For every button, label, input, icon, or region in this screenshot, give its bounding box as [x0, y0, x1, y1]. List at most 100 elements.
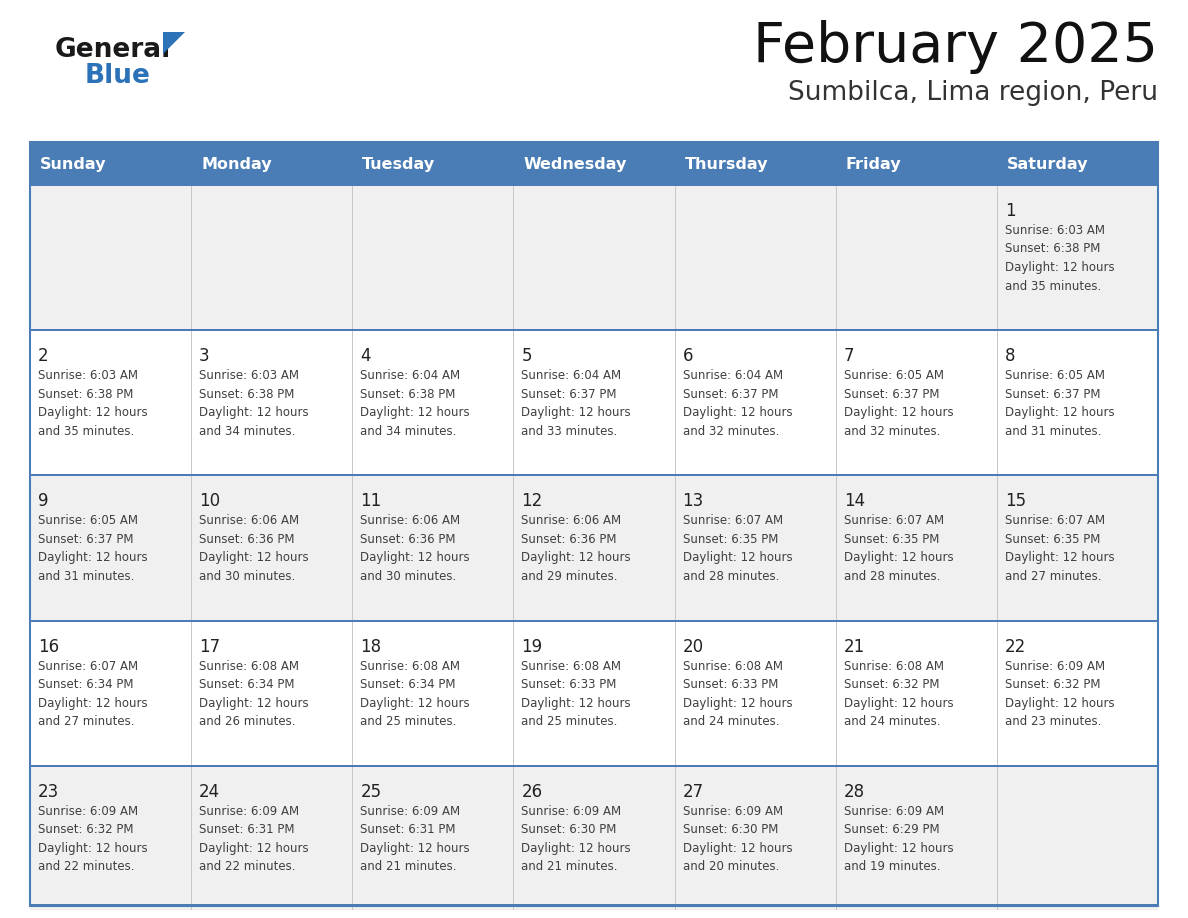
Text: 28: 28 [843, 783, 865, 800]
Text: 10: 10 [200, 492, 220, 510]
Text: Sunset: 6:38 PM: Sunset: 6:38 PM [38, 387, 133, 400]
Text: and 22 minutes.: and 22 minutes. [38, 860, 134, 873]
Text: Friday: Friday [846, 158, 902, 173]
Text: Sunrise: 6:09 AM: Sunrise: 6:09 AM [360, 805, 461, 818]
Text: and 31 minutes.: and 31 minutes. [38, 570, 134, 583]
Bar [835, 146, 997, 184]
Text: and 32 minutes.: and 32 minutes. [683, 425, 779, 438]
Text: Sunrise: 6:06 AM: Sunrise: 6:06 AM [200, 514, 299, 528]
Bar [30, 475, 191, 620]
Text: Saturday: Saturday [1007, 158, 1088, 173]
Text: and 31 minutes.: and 31 minutes. [1005, 425, 1101, 438]
Text: Monday: Monday [201, 158, 272, 173]
Text: 3: 3 [200, 347, 210, 365]
Text: Daylight: 12 hours: Daylight: 12 hours [38, 406, 147, 420]
Text: 4: 4 [360, 347, 371, 365]
Text: 24: 24 [200, 783, 220, 800]
Text: Sunset: 6:38 PM: Sunset: 6:38 PM [200, 387, 295, 400]
Bar [30, 620, 191, 765]
Text: 20: 20 [683, 638, 703, 655]
Bar [191, 765, 353, 910]
Text: Thursday: Thursday [684, 158, 769, 173]
Text: and 25 minutes.: and 25 minutes. [522, 715, 618, 728]
Text: General: General [55, 37, 171, 63]
Text: and 29 minutes.: and 29 minutes. [522, 570, 618, 583]
Text: and 26 minutes.: and 26 minutes. [200, 715, 296, 728]
Text: Daylight: 12 hours: Daylight: 12 hours [38, 842, 147, 855]
Bar [835, 184, 997, 330]
Text: 11: 11 [360, 492, 381, 510]
Text: 17: 17 [200, 638, 220, 655]
Text: and 23 minutes.: and 23 minutes. [1005, 715, 1101, 728]
Text: Daylight: 12 hours: Daylight: 12 hours [683, 697, 792, 710]
Text: 19: 19 [522, 638, 543, 655]
Text: Sunset: 6:29 PM: Sunset: 6:29 PM [843, 823, 940, 836]
Text: Sunrise: 6:04 AM: Sunrise: 6:04 AM [522, 369, 621, 382]
Text: Sunset: 6:31 PM: Sunset: 6:31 PM [360, 823, 456, 836]
Text: Wednesday: Wednesday [524, 158, 627, 173]
Bar [513, 765, 675, 910]
Text: Sunrise: 6:08 AM: Sunrise: 6:08 AM [683, 660, 783, 673]
Text: and 20 minutes.: and 20 minutes. [683, 860, 779, 873]
Text: Sunrise: 6:07 AM: Sunrise: 6:07 AM [683, 514, 783, 528]
Text: Daylight: 12 hours: Daylight: 12 hours [522, 697, 631, 710]
Bar [353, 184, 513, 330]
Text: 12: 12 [522, 492, 543, 510]
Text: Sunset: 6:37 PM: Sunset: 6:37 PM [38, 533, 133, 546]
Text: Daylight: 12 hours: Daylight: 12 hours [38, 697, 147, 710]
Text: and 34 minutes.: and 34 minutes. [360, 425, 456, 438]
Text: Sunrise: 6:08 AM: Sunrise: 6:08 AM [200, 660, 299, 673]
Text: Sunrise: 6:07 AM: Sunrise: 6:07 AM [1005, 514, 1105, 528]
Text: 18: 18 [360, 638, 381, 655]
Text: Sunset: 6:32 PM: Sunset: 6:32 PM [38, 823, 133, 836]
Text: Sunset: 6:32 PM: Sunset: 6:32 PM [1005, 678, 1100, 691]
Text: and 35 minutes.: and 35 minutes. [38, 425, 134, 438]
Text: Daylight: 12 hours: Daylight: 12 hours [200, 842, 309, 855]
Text: Sunrise: 6:09 AM: Sunrise: 6:09 AM [38, 805, 138, 818]
Bar [353, 146, 513, 184]
Text: Sunrise: 6:03 AM: Sunrise: 6:03 AM [200, 369, 299, 382]
Bar [997, 765, 1158, 910]
Text: and 24 minutes.: and 24 minutes. [683, 715, 779, 728]
Text: Sunrise: 6:08 AM: Sunrise: 6:08 AM [843, 660, 943, 673]
Text: 23: 23 [38, 783, 59, 800]
Bar [997, 330, 1158, 475]
Text: Sunrise: 6:06 AM: Sunrise: 6:06 AM [522, 514, 621, 528]
Bar [835, 765, 997, 910]
Bar [997, 146, 1158, 184]
Bar [675, 146, 835, 184]
Text: Daylight: 12 hours: Daylight: 12 hours [843, 842, 953, 855]
Text: and 22 minutes.: and 22 minutes. [200, 860, 296, 873]
Text: Sunset: 6:37 PM: Sunset: 6:37 PM [683, 387, 778, 400]
Text: Daylight: 12 hours: Daylight: 12 hours [200, 552, 309, 565]
Text: Sunrise: 6:07 AM: Sunrise: 6:07 AM [843, 514, 943, 528]
Text: Blue: Blue [86, 63, 151, 89]
Text: 6: 6 [683, 347, 693, 365]
Text: Daylight: 12 hours: Daylight: 12 hours [683, 552, 792, 565]
Text: Sunset: 6:35 PM: Sunset: 6:35 PM [843, 533, 939, 546]
Bar [30, 184, 1158, 186]
Text: Daylight: 12 hours: Daylight: 12 hours [1005, 261, 1114, 274]
Text: Daylight: 12 hours: Daylight: 12 hours [683, 406, 792, 420]
Text: Daylight: 12 hours: Daylight: 12 hours [200, 406, 309, 420]
Bar [30, 184, 191, 330]
Text: Sunset: 6:36 PM: Sunset: 6:36 PM [200, 533, 295, 546]
Text: Sunrise: 6:05 AM: Sunrise: 6:05 AM [38, 514, 138, 528]
Text: Daylight: 12 hours: Daylight: 12 hours [360, 697, 470, 710]
Bar [675, 475, 835, 620]
Text: and 34 minutes.: and 34 minutes. [200, 425, 296, 438]
Text: and 28 minutes.: and 28 minutes. [683, 570, 779, 583]
Text: Sunrise: 6:04 AM: Sunrise: 6:04 AM [683, 369, 783, 382]
Bar [997, 620, 1158, 765]
Text: Sunrise: 6:09 AM: Sunrise: 6:09 AM [200, 805, 299, 818]
Text: 13: 13 [683, 492, 703, 510]
Bar [997, 475, 1158, 620]
Text: and 24 minutes.: and 24 minutes. [843, 715, 940, 728]
Text: Sunset: 6:33 PM: Sunset: 6:33 PM [522, 678, 617, 691]
Bar [30, 765, 191, 910]
Text: Sunset: 6:38 PM: Sunset: 6:38 PM [1005, 242, 1100, 255]
Text: Sunset: 6:34 PM: Sunset: 6:34 PM [38, 678, 133, 691]
Text: Sunrise: 6:08 AM: Sunrise: 6:08 AM [360, 660, 460, 673]
Bar [30, 765, 1158, 767]
Bar [30, 620, 1158, 621]
